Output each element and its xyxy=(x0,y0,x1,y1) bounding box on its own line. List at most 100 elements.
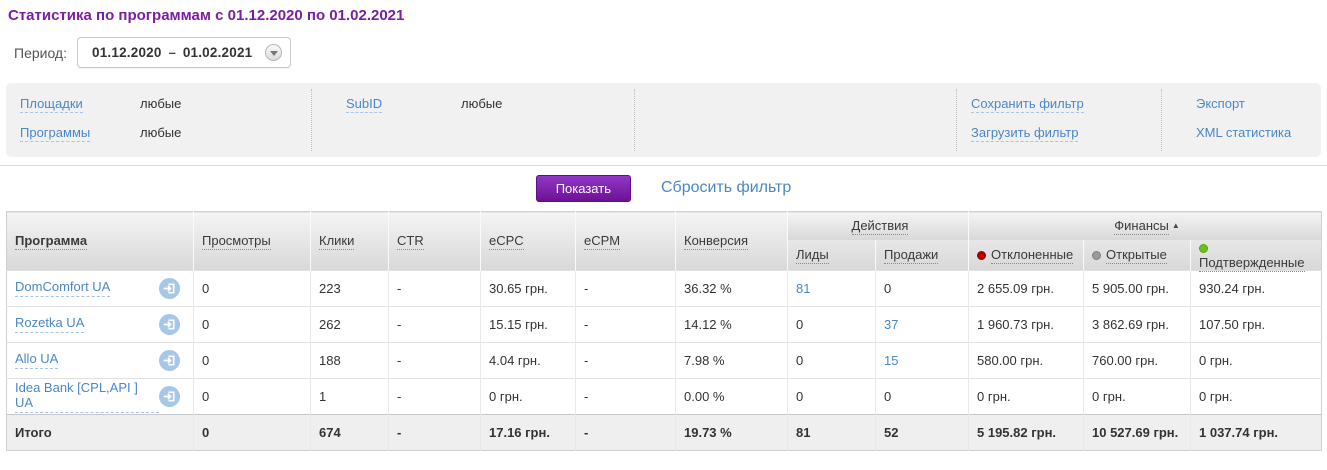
sales-cell: 37 xyxy=(875,305,969,342)
open-cell: 3 862.69 грн. xyxy=(1083,305,1191,342)
open-program-stats-icon[interactable] xyxy=(159,385,180,407)
ctr-cell: - xyxy=(388,305,481,342)
conversion-total: 19.73 % xyxy=(675,413,788,450)
program-link[interactable]: Allo UA xyxy=(15,351,59,369)
column-header-views[interactable]: Просмотры xyxy=(193,211,311,270)
table-row: Allo UA 0 188 - 4.04 грн. - 7.98 % 0 15 … xyxy=(6,341,1322,378)
sales-cell: 15 xyxy=(875,341,969,378)
ecpm-cell: - xyxy=(575,269,676,306)
open-cell: 0 грн. xyxy=(1083,377,1191,414)
sales-total: 52 xyxy=(875,413,969,450)
table-row: DomComfort UA 0 223 - 30.65 грн. - 36.32… xyxy=(6,269,1322,306)
totals-row: Итого 0 674 - 17.16 грн. - 19.73 % 81 52… xyxy=(6,413,1322,450)
load-filter-link[interactable]: Загрузить фильтр xyxy=(971,125,1079,142)
open-status-dot-icon xyxy=(1092,251,1101,260)
conversion-cell: 36.32 % xyxy=(675,269,788,306)
column-group-finance[interactable]: Финансы ▲ xyxy=(967,211,1322,240)
views-cell: 0 xyxy=(193,269,311,306)
confirmed-status-dot-icon xyxy=(1199,243,1208,253)
totals-label: Итого xyxy=(6,413,194,450)
column-group-actions[interactable]: Действия xyxy=(787,211,969,240)
open-cell: 5 905.00 грн. xyxy=(1083,269,1191,306)
views-cell: 0 xyxy=(193,305,311,342)
ctr-cell: - xyxy=(388,269,481,306)
filter-separator xyxy=(634,89,635,151)
column-header-leads[interactable]: Лиды xyxy=(787,239,876,270)
sales-count-link[interactable]: 15 xyxy=(884,352,899,368)
column-header-confirmed[interactable]: Подтвержденные xyxy=(1189,239,1322,272)
conversion-cell: 0.00 % xyxy=(675,377,788,414)
program-link[interactable]: Idea Bank [CPL,API ] UA xyxy=(15,380,159,413)
leads-cell: 0 xyxy=(787,341,876,378)
confirmed-cell: 0 грн. xyxy=(1189,341,1322,378)
column-header-open[interactable]: Открытые xyxy=(1083,239,1191,270)
ecpm-cell: - xyxy=(575,341,676,378)
program-link[interactable]: Rozetka UA xyxy=(15,315,85,333)
period-to: 01.02.2021 xyxy=(182,45,253,60)
conversion-cell: 14.12 % xyxy=(675,305,788,342)
filter-separator xyxy=(1161,89,1162,151)
declined-cell: 2 655.09 грн. xyxy=(968,269,1084,306)
sales-count-link[interactable]: 37 xyxy=(884,316,899,332)
views-total: 0 xyxy=(193,413,311,450)
ecpc-cell: 30.65 грн. xyxy=(480,269,576,306)
sales-cell: 0 xyxy=(875,377,969,414)
filter-separator xyxy=(311,89,312,151)
open-program-stats-icon[interactable] xyxy=(159,313,180,335)
filter-subid-value: любые xyxy=(461,96,503,111)
filter-platforms-link[interactable]: Площадки xyxy=(20,96,83,113)
confirmed-cell: 0 грн. xyxy=(1189,377,1322,414)
leads-total: 81 xyxy=(787,413,876,450)
clicks-cell: 1 xyxy=(310,377,389,414)
column-header-ctr[interactable]: CTR xyxy=(388,211,481,270)
column-header-sales[interactable]: Продажи xyxy=(875,239,969,270)
clicks-total: 674 xyxy=(310,413,389,450)
divider xyxy=(0,165,1327,166)
period-row: Период: 01.12.2020 – 01.02.2021 xyxy=(14,37,1327,68)
export-link[interactable]: Экспорт xyxy=(1196,96,1245,111)
ecpm-cell: - xyxy=(575,377,676,414)
open-cell: 760.00 грн. xyxy=(1083,341,1191,378)
save-filter-link[interactable]: Сохранить фильтр xyxy=(971,96,1084,113)
filter-panel: Площадки любые Программы любые SubID люб… xyxy=(6,83,1321,157)
conversion-cell: 7.98 % xyxy=(675,341,788,378)
period-from: 01.12.2020 xyxy=(92,45,162,60)
confirmed-total: 1 037.74 грн. xyxy=(1189,413,1322,450)
leads-cell: 81 xyxy=(787,269,876,306)
filter-programs-link[interactable]: Программы xyxy=(20,125,91,142)
filter-platforms-value: любые xyxy=(140,96,182,111)
leads-cell: 0 xyxy=(787,305,876,342)
column-header-ecpm[interactable]: eCPM xyxy=(575,211,676,270)
ctr-total: - xyxy=(388,413,481,450)
clicks-cell: 262 xyxy=(310,305,389,342)
column-header-program[interactable]: Программа xyxy=(6,211,194,270)
open-program-stats-icon[interactable] xyxy=(159,349,180,371)
table-row: Rozetka UA 0 262 - 15.15 грн. - 14.12 % … xyxy=(6,305,1322,342)
period-range-picker[interactable]: 01.12.2020 – 01.02.2021 xyxy=(77,37,292,68)
column-header-conversion[interactable]: Конверсия xyxy=(675,211,788,270)
column-header-ecpc[interactable]: eCPC xyxy=(480,211,576,270)
confirmed-cell: 930.24 грн. xyxy=(1189,269,1322,306)
filter-subid-link[interactable]: SubID xyxy=(346,96,383,113)
ecpc-cell: 0 грн. xyxy=(480,377,576,414)
period-dropdown-button[interactable] xyxy=(265,44,283,61)
leads-cell: 0 xyxy=(787,377,876,414)
confirmed-cell: 107.50 грн. xyxy=(1189,305,1322,342)
declined-status-dot-icon xyxy=(977,251,986,260)
leads-count-link[interactable]: 81 xyxy=(796,280,811,296)
xml-statistics-link[interactable]: XML статистика xyxy=(1196,125,1292,140)
ctr-cell: - xyxy=(388,341,481,378)
declined-cell: 1 960.73 грн. xyxy=(968,305,1084,342)
reset-filter-link[interactable]: Сбросить фильтр xyxy=(660,179,792,196)
sales-cell: 0 xyxy=(875,269,969,306)
column-header-clicks[interactable]: Клики xyxy=(310,211,389,270)
column-header-declined[interactable]: Отклоненные xyxy=(968,239,1084,270)
open-program-stats-icon[interactable] xyxy=(159,277,180,299)
program-link[interactable]: DomComfort UA xyxy=(15,279,111,297)
page-title: Статистика по программам с 01.12.2020 по… xyxy=(8,7,405,24)
period-label: Период: xyxy=(14,44,67,61)
ecpc-cell: 15.15 грн. xyxy=(480,305,576,342)
declined-cell: 580.00 грн. xyxy=(968,341,1084,378)
actions-row: Показать Сбросить фильтр xyxy=(0,174,1327,202)
show-button[interactable]: Показать xyxy=(535,174,631,202)
